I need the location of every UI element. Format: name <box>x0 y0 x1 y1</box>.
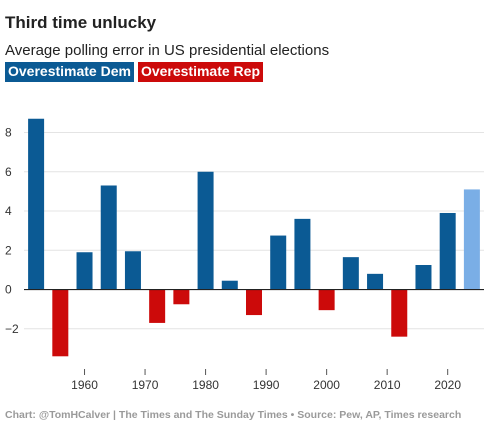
bar <box>391 290 407 337</box>
x-tick-label: 1970 <box>132 378 159 392</box>
source-credit: Chart: @TomHCalver | The Times and The S… <box>5 409 461 421</box>
bar <box>343 257 359 289</box>
bar <box>198 172 214 290</box>
bar <box>101 185 117 289</box>
bar <box>173 290 189 305</box>
bar <box>77 252 93 289</box>
bar <box>440 213 456 290</box>
y-tick-label: 8 <box>5 125 12 139</box>
bar <box>319 290 335 311</box>
x-tick-label: 2000 <box>313 378 340 392</box>
x-tick-label: 2010 <box>374 378 401 392</box>
y-axis-ticks: −2 0 2 4 6 8 <box>5 125 19 335</box>
bar <box>222 281 238 290</box>
bar <box>415 265 431 290</box>
x-axis-ticks: 1960 1970 1980 1990 2000 2010 2020 <box>71 369 461 392</box>
y-tick-label: 4 <box>5 204 12 218</box>
y-tick-label: 2 <box>5 243 12 257</box>
y-tick-label: 6 <box>5 165 12 179</box>
y-tick-label: −2 <box>5 322 19 336</box>
bar <box>149 290 165 323</box>
bars <box>28 119 480 357</box>
x-tick-label: 2020 <box>434 378 461 392</box>
x-tick-label: 1960 <box>71 378 98 392</box>
bar <box>246 290 262 316</box>
x-tick-label: 1980 <box>192 378 219 392</box>
bar <box>270 236 286 290</box>
bar <box>464 189 480 289</box>
bar <box>367 274 383 290</box>
bar <box>125 251 141 289</box>
bar <box>28 119 44 290</box>
y-tick-label: 0 <box>5 283 12 297</box>
bar <box>52 290 68 357</box>
x-tick-label: 1990 <box>253 378 280 392</box>
bar <box>294 219 310 290</box>
